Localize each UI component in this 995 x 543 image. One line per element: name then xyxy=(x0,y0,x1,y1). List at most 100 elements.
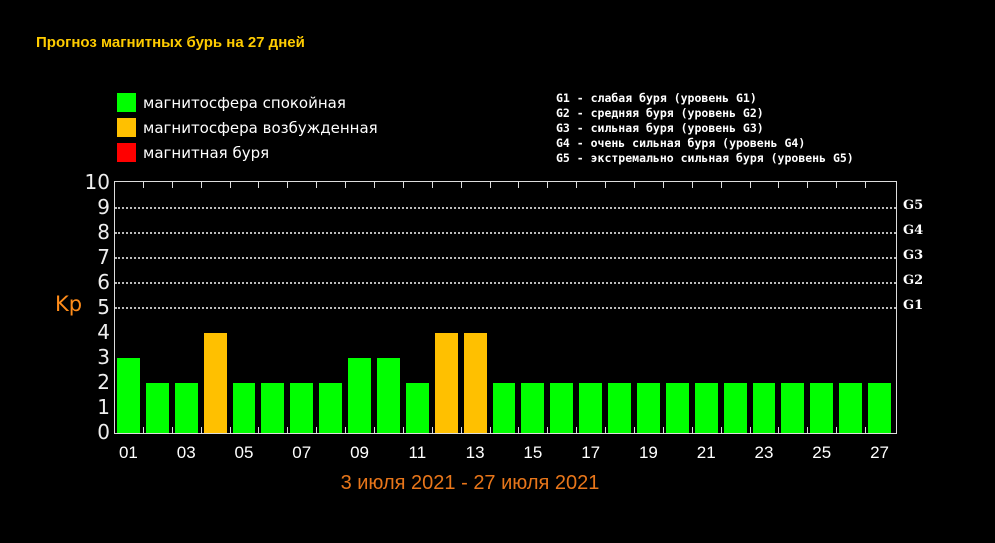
tick xyxy=(229,427,231,433)
green-swatch-icon xyxy=(117,93,136,112)
tick xyxy=(171,182,173,188)
tick xyxy=(778,182,780,188)
tick xyxy=(316,182,318,188)
bar-day-12 xyxy=(434,333,458,433)
bar-day-20 xyxy=(665,383,689,433)
legend-item-active: магнитосфера возбужденная xyxy=(117,115,378,140)
status-legend: магнитосфера спокойная магнитосфера возб… xyxy=(117,90,378,165)
y-tick-label: 10 xyxy=(84,170,110,194)
bar-day-19 xyxy=(637,383,660,433)
tick xyxy=(489,427,491,433)
x-tick-label: 03 xyxy=(176,443,196,462)
tick xyxy=(345,182,347,188)
bar-day-13 xyxy=(463,333,487,433)
plot-area xyxy=(114,181,897,434)
tick xyxy=(200,427,202,433)
bar-day-16 xyxy=(550,383,574,433)
x-tick-label: 15 xyxy=(523,443,543,462)
tick xyxy=(865,427,867,433)
tick xyxy=(576,427,578,433)
g-tick-label: G2 xyxy=(903,273,924,288)
bar-day-03 xyxy=(174,383,198,433)
x-tick-label: 09 xyxy=(350,443,369,462)
bar-day-09 xyxy=(348,358,371,433)
gridline xyxy=(115,232,896,234)
tick xyxy=(836,427,838,433)
tick xyxy=(836,182,838,188)
x-tick-label: 19 xyxy=(638,443,658,462)
bar-day-01 xyxy=(117,358,140,433)
legend-label: магнитосфера спокойная xyxy=(143,93,346,112)
tick xyxy=(258,182,260,188)
tick xyxy=(634,182,635,188)
tick xyxy=(807,427,809,433)
gridline xyxy=(115,207,896,209)
g-tick-label: G5 xyxy=(903,198,924,213)
tick xyxy=(662,182,664,188)
bar-day-10 xyxy=(377,358,400,433)
bar-day-15 xyxy=(521,383,545,433)
tick xyxy=(489,182,491,188)
tick xyxy=(287,182,289,188)
bar-day-25 xyxy=(810,383,834,433)
y-tick-label: 6 xyxy=(97,270,110,294)
bar-day-06 xyxy=(261,383,285,433)
tick xyxy=(402,182,404,188)
bar-day-21 xyxy=(694,383,718,433)
tick xyxy=(547,182,549,188)
bar-day-17 xyxy=(579,383,603,433)
tick xyxy=(431,427,433,433)
tick xyxy=(316,427,318,433)
tick xyxy=(229,182,231,188)
date-range-label: 3 июля 2021 - 27 июля 2021 xyxy=(340,472,600,494)
g-tick-label: G4 xyxy=(903,223,924,238)
tick xyxy=(691,182,693,188)
bar-day-02 xyxy=(145,383,169,433)
legend-label: магнитосфера возбужденная xyxy=(143,118,378,137)
x-tick-label: 23 xyxy=(754,443,774,462)
x-tick-label: 13 xyxy=(465,443,485,462)
g-level-legend: G1 - слабая буря (уровень G1) G2 - средн… xyxy=(556,91,854,166)
bar-day-07 xyxy=(290,383,314,433)
tick xyxy=(749,182,751,188)
tick xyxy=(720,427,722,433)
tick xyxy=(547,427,549,433)
tick xyxy=(402,427,404,433)
tick xyxy=(374,182,375,188)
tick xyxy=(200,182,202,188)
x-tick-label: 25 xyxy=(812,443,832,462)
g-legend-line: G3 - сильная буря (уровень G3) xyxy=(556,121,764,135)
tick xyxy=(662,427,664,433)
tick xyxy=(749,427,751,433)
bar-day-22 xyxy=(723,383,747,433)
x-tick-label: 01 xyxy=(118,443,138,462)
x-tick-label: 11 xyxy=(408,443,427,462)
tick xyxy=(345,427,347,433)
x-tick-label: 07 xyxy=(292,443,312,462)
bar-day-04 xyxy=(203,333,227,433)
bar-day-24 xyxy=(781,383,805,433)
y-tick-label: 7 xyxy=(97,245,110,269)
tick xyxy=(460,182,462,188)
bar-day-26 xyxy=(839,383,863,433)
tick xyxy=(720,182,722,188)
legend-label: магнитная буря xyxy=(143,143,270,162)
tick xyxy=(778,427,780,433)
legend-item-storm: магнитная буря xyxy=(117,140,378,165)
tick xyxy=(605,427,607,433)
tick xyxy=(142,427,144,433)
g-legend-line: G2 - средняя буря (уровень G2) xyxy=(556,106,764,120)
tick xyxy=(431,182,433,188)
bar-day-11 xyxy=(405,383,429,433)
tick xyxy=(807,182,809,188)
bar-day-05 xyxy=(232,383,256,433)
tick xyxy=(518,182,520,188)
tick xyxy=(865,182,867,188)
g-legend-line: G4 - очень сильная буря (уровень G4) xyxy=(556,136,806,150)
x-tick-label: 27 xyxy=(870,443,889,462)
chart-title: Прогноз магнитных бурь на 27 дней xyxy=(36,34,305,51)
tick xyxy=(258,427,260,433)
orange-swatch-icon xyxy=(117,118,136,137)
bar-day-27 xyxy=(868,383,891,433)
x-tick-label: 17 xyxy=(581,443,601,462)
